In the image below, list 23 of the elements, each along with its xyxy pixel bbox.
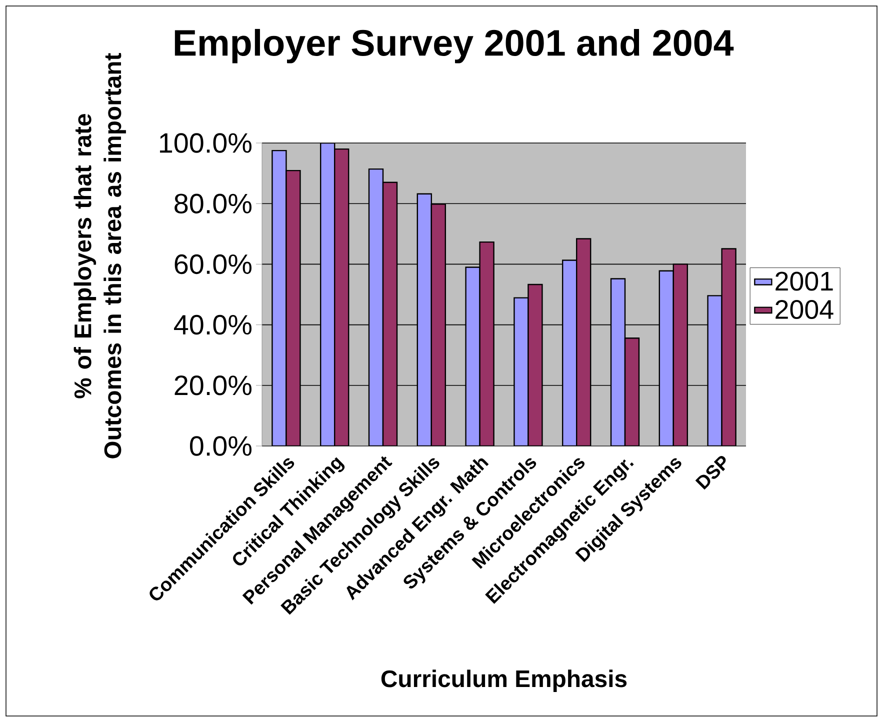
legend-label: 2001: [776, 272, 833, 291]
chart-title: Employer Survey 2001 and 2004: [174, 28, 734, 64]
y-tick-label: 0.0%: [190, 436, 252, 456]
bar: [334, 148, 350, 446]
legend-label: 2004: [776, 300, 834, 320]
bar: [416, 193, 432, 446]
x-axis-title: Curriculum Emphasis: [381, 670, 627, 692]
bar: [658, 270, 674, 446]
y-tick-label: 80.0%: [174, 194, 252, 214]
bar: [430, 204, 446, 446]
bar: [320, 142, 336, 446]
bar: [368, 168, 384, 446]
bar: [672, 264, 688, 446]
bar: [624, 338, 640, 446]
bar: [610, 278, 626, 446]
bar: [382, 182, 398, 446]
bar: [576, 238, 592, 446]
y-axis-title: % of Employers that rate Outcomes in this area as important: [74, 53, 126, 458]
y-tick-label: 40.0%: [174, 314, 252, 335]
bar: [562, 260, 578, 446]
y-tick-label: 60.0%: [174, 254, 252, 274]
y-tick-label: 100.0%: [160, 133, 252, 153]
y-tick-label: 20.0%: [174, 376, 252, 396]
